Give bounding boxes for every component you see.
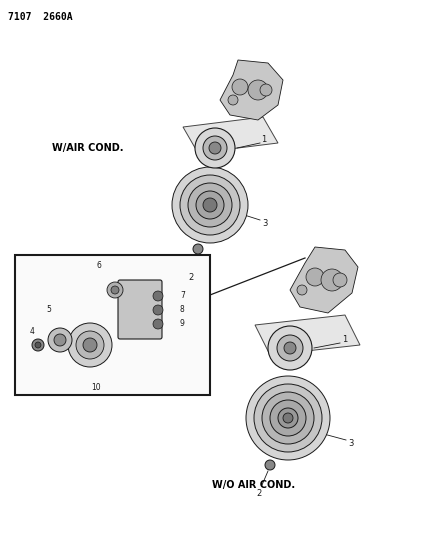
- Text: 10: 10: [91, 383, 101, 392]
- Circle shape: [172, 167, 248, 243]
- Circle shape: [153, 305, 163, 315]
- Text: 6: 6: [97, 262, 102, 271]
- Circle shape: [111, 286, 119, 294]
- Circle shape: [246, 376, 330, 460]
- Circle shape: [228, 95, 238, 105]
- Circle shape: [48, 328, 72, 352]
- Circle shape: [278, 408, 298, 428]
- Text: 3: 3: [262, 219, 268, 228]
- Text: 1: 1: [261, 135, 266, 144]
- Circle shape: [68, 323, 112, 367]
- Circle shape: [180, 175, 240, 235]
- Circle shape: [277, 335, 303, 361]
- Text: 2: 2: [256, 489, 261, 497]
- Circle shape: [188, 183, 232, 227]
- Circle shape: [283, 413, 293, 423]
- Text: 4: 4: [30, 327, 35, 335]
- Circle shape: [254, 384, 322, 452]
- Circle shape: [54, 334, 66, 346]
- Circle shape: [297, 285, 307, 295]
- Bar: [15, 255, 210, 395]
- Circle shape: [265, 460, 275, 470]
- Circle shape: [153, 291, 163, 301]
- Circle shape: [83, 338, 97, 352]
- Text: W/AIR COND.: W/AIR COND.: [52, 143, 124, 153]
- Circle shape: [262, 392, 314, 444]
- Circle shape: [76, 331, 104, 359]
- Circle shape: [232, 79, 248, 95]
- Circle shape: [260, 84, 272, 96]
- Polygon shape: [183, 117, 278, 153]
- Circle shape: [196, 191, 224, 219]
- Text: 7107  2660A: 7107 2660A: [8, 12, 73, 22]
- Circle shape: [195, 128, 235, 168]
- Text: 7: 7: [180, 292, 185, 301]
- Text: 5: 5: [46, 305, 51, 314]
- Polygon shape: [290, 247, 358, 313]
- Text: 8: 8: [180, 305, 185, 314]
- Polygon shape: [220, 60, 283, 120]
- Circle shape: [209, 142, 221, 154]
- Text: 1: 1: [342, 335, 347, 344]
- Text: 2: 2: [188, 272, 193, 281]
- Circle shape: [153, 319, 163, 329]
- Circle shape: [203, 198, 217, 212]
- Circle shape: [268, 326, 312, 370]
- Circle shape: [248, 80, 268, 100]
- Circle shape: [32, 339, 44, 351]
- Text: W/O AIR COND.: W/O AIR COND.: [212, 480, 295, 490]
- Polygon shape: [255, 315, 360, 355]
- FancyBboxPatch shape: [118, 280, 162, 339]
- Circle shape: [107, 282, 123, 298]
- Circle shape: [193, 244, 203, 254]
- Circle shape: [203, 136, 227, 160]
- Circle shape: [284, 342, 296, 354]
- Circle shape: [35, 342, 41, 348]
- Text: 3: 3: [348, 439, 354, 448]
- Text: 9: 9: [180, 319, 185, 328]
- Circle shape: [333, 273, 347, 287]
- Circle shape: [270, 400, 306, 436]
- Circle shape: [321, 269, 343, 291]
- Circle shape: [306, 268, 324, 286]
